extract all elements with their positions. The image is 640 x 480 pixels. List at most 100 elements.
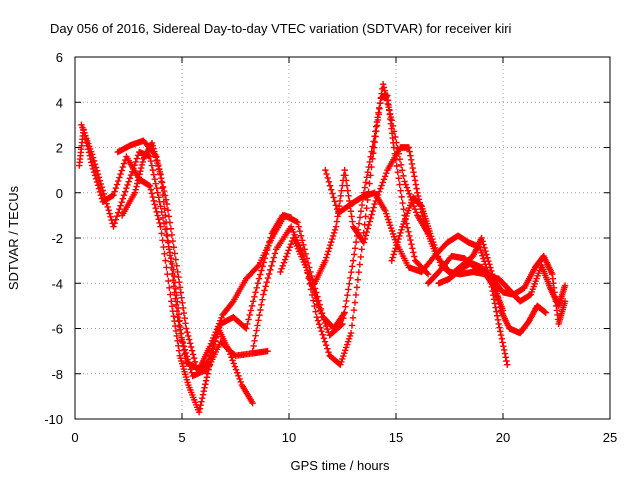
data-point	[376, 104, 383, 112]
data-point	[356, 261, 364, 268]
data-point	[202, 381, 209, 388]
data-point	[212, 329, 219, 336]
data-point	[117, 202, 124, 209]
data-point	[176, 322, 183, 329]
data-point	[154, 212, 161, 219]
data-point	[262, 283, 269, 290]
data-point	[367, 214, 374, 222]
data-point	[389, 122, 397, 130]
data-point	[383, 170, 390, 177]
data-point	[312, 308, 319, 315]
data-point	[116, 174, 123, 181]
data-point	[378, 182, 385, 189]
grid	[75, 57, 610, 419]
data-point	[112, 216, 120, 223]
data-point	[315, 304, 323, 311]
data-point	[349, 263, 356, 270]
data-point	[236, 375, 243, 383]
data-point	[206, 343, 214, 350]
data-point	[433, 250, 441, 257]
data-point	[158, 185, 166, 192]
data-point	[171, 289, 178, 296]
data-point	[165, 239, 172, 246]
data-point	[89, 154, 97, 161]
data-point	[163, 225, 171, 233]
data-point	[384, 213, 391, 220]
data-point	[488, 267, 495, 275]
data-point	[169, 270, 176, 278]
data-point	[344, 338, 352, 345]
data-point	[386, 107, 393, 114]
data-point	[117, 170, 124, 178]
data-point	[250, 342, 257, 350]
data-point	[413, 185, 420, 192]
data-point	[350, 306, 358, 314]
data-point	[332, 202, 340, 209]
data-point	[337, 361, 344, 368]
data-point	[297, 232, 305, 239]
data-point	[179, 304, 187, 312]
data-point	[100, 190, 107, 197]
data-point	[253, 327, 260, 334]
data-point	[338, 321, 345, 329]
data-point	[229, 299, 236, 306]
y-tick-label: -4	[51, 276, 63, 291]
data-point	[279, 262, 286, 269]
data-point	[348, 213, 355, 220]
data-point	[399, 199, 406, 207]
data-point	[345, 286, 352, 293]
data-point	[328, 186, 335, 193]
data-point	[234, 369, 241, 376]
data-point	[264, 347, 271, 355]
data-point	[322, 166, 329, 174]
data-point	[267, 266, 274, 274]
data-point	[363, 174, 371, 181]
data-point	[151, 151, 159, 158]
data-point	[125, 178, 132, 185]
data-point	[324, 325, 331, 333]
data-point	[173, 262, 180, 269]
data-point	[147, 186, 155, 193]
data-point	[199, 391, 207, 398]
data-point	[88, 151, 96, 158]
data-point	[410, 249, 417, 256]
data-point	[324, 251, 331, 258]
data-point	[350, 251, 358, 258]
data-point	[342, 347, 349, 354]
data-point	[123, 185, 130, 192]
data-point	[496, 324, 503, 331]
data-point	[324, 174, 331, 182]
data-point	[285, 247, 292, 254]
data-point	[317, 324, 324, 331]
data-point	[154, 159, 161, 167]
data-point	[106, 210, 113, 217]
data-point	[294, 218, 301, 226]
data-point	[478, 234, 485, 242]
data-point	[323, 170, 330, 178]
data-point	[397, 229, 404, 237]
data-point	[165, 213, 173, 220]
data-point	[321, 338, 329, 345]
data-point	[306, 276, 314, 283]
data-point	[323, 254, 330, 261]
data-point	[344, 291, 351, 299]
data-point	[286, 244, 293, 251]
data-point	[339, 355, 346, 363]
data-point	[152, 154, 160, 161]
data-point	[277, 268, 284, 276]
data-point	[135, 174, 143, 181]
data-point	[338, 187, 345, 194]
data-point	[376, 188, 383, 195]
y-axis-label: SDTVAR / TECUs	[6, 185, 21, 290]
data-point	[177, 330, 185, 337]
data-point	[166, 252, 174, 259]
data-point	[183, 325, 190, 332]
data-point	[410, 202, 418, 210]
data-point	[388, 257, 395, 264]
data-point	[255, 275, 263, 282]
data-point	[328, 238, 335, 246]
data-point	[176, 284, 184, 291]
data-point	[243, 325, 250, 332]
data-point	[396, 181, 403, 188]
data-point	[134, 180, 141, 187]
